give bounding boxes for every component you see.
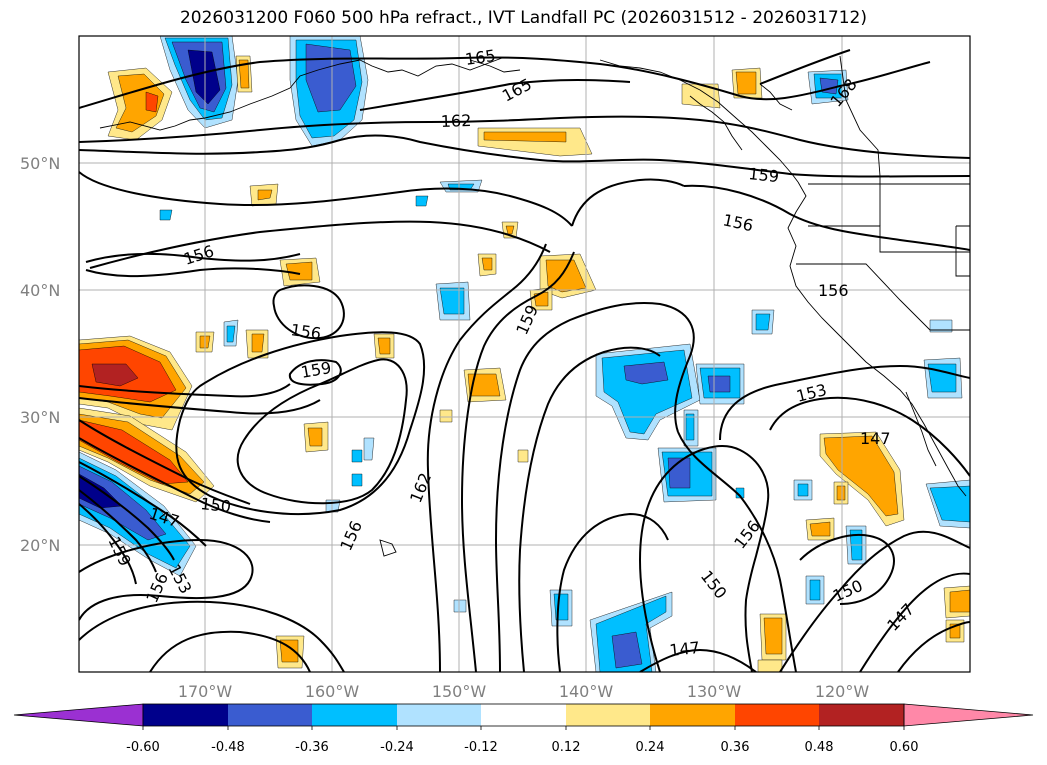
lat-label: 30°N	[20, 408, 60, 427]
refractivity-contours	[79, 49, 970, 672]
positive-shade	[285, 261, 313, 281]
lon-label: 140°W	[559, 682, 614, 701]
colorbar-segment	[143, 704, 228, 726]
colorbar-segment	[903, 703, 1034, 727]
positive-shade	[949, 589, 970, 613]
negative-shade	[305, 43, 357, 113]
negative-shade	[363, 437, 375, 461]
negative-shade	[755, 313, 771, 331]
colorbar-tick-label: 0.24	[636, 740, 665, 755]
contour-label: 147	[860, 429, 891, 448]
positive-shade	[757, 659, 783, 672]
negative-shade	[685, 413, 695, 441]
longitude-labels: 170°W 160°W 150°W 140°W 130°W 120°W	[178, 682, 870, 701]
contour-label: 165	[464, 46, 497, 69]
contour-label: 159	[748, 164, 780, 186]
contour-label: 147	[668, 638, 700, 660]
negative-shade	[187, 49, 221, 105]
negative-shade	[927, 363, 957, 393]
negative-shade	[553, 593, 569, 621]
colorbar-tick-label: -0.48	[211, 740, 245, 755]
colorbar-tick-label: 0.48	[805, 740, 834, 755]
positive-shade	[735, 71, 757, 95]
colorbar-segment	[566, 704, 650, 726]
negative-shade	[415, 195, 429, 207]
positive-shade	[836, 485, 846, 501]
positive-shade	[483, 131, 567, 143]
coastlines	[99, 55, 970, 557]
contour-label: 156	[818, 281, 849, 300]
negative-shade	[797, 483, 809, 497]
colorbar-segment	[819, 704, 904, 726]
colorbar-segment	[228, 704, 312, 726]
colorbar-tick-label: -0.24	[380, 740, 414, 755]
colorbar-tick-label: 0.60	[890, 740, 919, 755]
negative-shade	[929, 485, 970, 523]
lon-label: 170°W	[178, 682, 233, 701]
positive-shade	[377, 337, 391, 355]
lon-label: 130°W	[687, 682, 742, 701]
positive-shade	[505, 225, 515, 235]
lon-label: 150°W	[432, 682, 487, 701]
contour-label: 162	[440, 111, 471, 131]
positive-shade	[763, 617, 783, 655]
negative-shade	[809, 579, 821, 601]
map-frame	[78, 35, 971, 673]
map-title: 2026031200 F060 500 hPa refract., IVT La…	[179, 8, 867, 28]
colorbar-tick-label: -0.36	[295, 740, 329, 755]
colorbar-segment	[312, 704, 397, 726]
negative-shade	[351, 449, 363, 463]
colorbar-tick-label: -0.60	[126, 740, 160, 755]
graticule	[79, 36, 970, 672]
positive-shade	[439, 409, 453, 423]
negative-shade	[735, 487, 745, 499]
negative-shade	[623, 361, 669, 385]
positive-shade	[517, 449, 529, 463]
colorbar-segment	[481, 704, 566, 726]
positive-shade	[91, 363, 139, 387]
colorbar-segment	[397, 704, 481, 726]
colorbar-ticks: -0.60 -0.48 -0.36 -0.24 -0.12 0.12 0.24 …	[126, 740, 918, 755]
map-content: 165 165 162 168 159 156 156 156 156 159 …	[79, 36, 970, 672]
positive-shade	[238, 59, 250, 89]
lat-label: 40°N	[20, 281, 60, 300]
negative-shade	[351, 473, 363, 487]
positive-shade	[467, 373, 501, 397]
colorbar-outline	[142, 703, 905, 727]
negative-shade	[611, 631, 643, 669]
positive-shade	[681, 83, 721, 109]
negative-shade	[929, 319, 953, 333]
colorbar-tick-label: 0.36	[721, 740, 750, 755]
positive-shade	[279, 639, 299, 663]
colorbar-segment	[650, 704, 735, 726]
positive-shade	[307, 427, 323, 447]
positive-shade	[809, 521, 831, 537]
contour-label: 156	[289, 320, 322, 343]
lat-label: 50°N	[20, 154, 60, 173]
negative-shade	[159, 209, 173, 221]
latitude-labels: 50°N 40°N 30°N 20°N	[20, 154, 60, 555]
colorbar-tick-label: -0.12	[464, 740, 498, 755]
lat-label: 20°N	[20, 536, 60, 555]
negative-shade	[707, 375, 731, 393]
contour-label: 150	[200, 494, 232, 516]
negative-shade	[453, 599, 467, 613]
positive-shade	[115, 73, 165, 133]
colorbar-tick-label: 0.12	[552, 740, 581, 755]
positive-shade	[481, 257, 493, 271]
colorbar-segment	[13, 703, 144, 727]
positive-shade	[145, 91, 159, 113]
negative-shade	[439, 287, 465, 315]
colorbar	[13, 703, 1034, 730]
positive-shade	[257, 189, 273, 201]
lon-label: 160°W	[305, 682, 360, 701]
lon-label: 120°W	[815, 682, 870, 701]
negative-shade	[226, 325, 236, 343]
positive-shade	[251, 333, 265, 353]
colorbar-segment	[735, 704, 819, 726]
